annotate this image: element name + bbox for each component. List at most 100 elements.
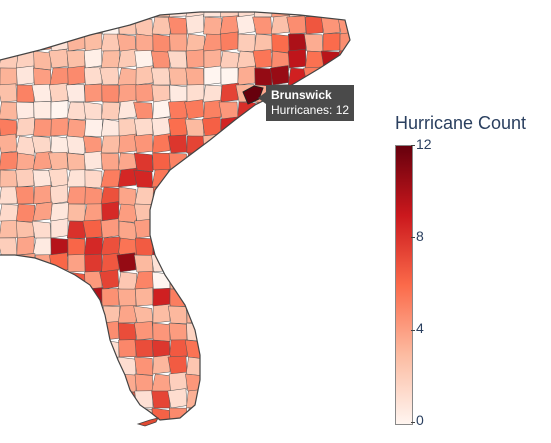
county-region[interactable]	[288, 288, 307, 309]
county-region[interactable]	[50, 356, 69, 377]
county-region[interactable]	[119, 425, 136, 443]
county-region[interactable]	[321, 337, 342, 358]
county-region[interactable]	[0, 371, 18, 392]
county-region[interactable]	[67, 203, 86, 222]
county-region[interactable]	[100, 152, 120, 171]
county-region[interactable]	[31, 288, 52, 308]
county-region[interactable]	[202, 33, 223, 52]
county-region[interactable]	[66, 152, 86, 173]
county-region[interactable]	[357, 0, 374, 17]
county-region[interactable]	[150, 67, 171, 86]
county-region[interactable]	[321, 288, 341, 307]
county-region[interactable]	[67, 356, 86, 376]
county-region[interactable]	[32, 169, 52, 188]
county-region[interactable]	[167, 134, 188, 154]
county-region[interactable]	[83, 203, 104, 222]
county-region[interactable]	[203, 99, 222, 120]
county-region[interactable]	[16, 390, 35, 410]
county-region[interactable]	[100, 356, 120, 376]
county-region[interactable]	[186, 304, 205, 324]
county-region[interactable]	[236, 203, 257, 224]
county-region[interactable]	[83, 101, 103, 122]
county-region[interactable]	[99, 407, 120, 425]
county-region[interactable]	[102, 425, 119, 443]
county-region[interactable]	[151, 407, 171, 427]
county-region[interactable]	[236, 339, 256, 360]
county-region[interactable]	[33, 271, 52, 290]
county-region[interactable]	[50, 425, 68, 442]
county-region[interactable]	[322, 237, 341, 258]
county-region[interactable]	[236, 372, 256, 392]
county-region[interactable]	[287, 373, 307, 393]
county-region[interactable]	[118, 133, 137, 154]
county-region[interactable]	[252, 16, 273, 35]
county-region[interactable]	[0, 356, 18, 376]
county-region[interactable]	[134, 339, 154, 358]
county-region[interactable]	[271, 407, 290, 425]
county-region[interactable]	[16, 425, 34, 442]
county-region[interactable]	[168, 67, 188, 86]
county-region[interactable]	[219, 167, 239, 188]
county-region[interactable]	[83, 354, 104, 375]
county-region[interactable]	[253, 237, 274, 257]
county-region[interactable]	[82, 219, 103, 239]
county-region[interactable]	[339, 425, 358, 443]
county-region[interactable]	[269, 339, 290, 358]
county-region[interactable]	[252, 169, 273, 188]
county-region[interactable]	[339, 287, 358, 307]
county-region[interactable]	[101, 389, 120, 409]
county-region[interactable]	[83, 406, 104, 425]
county-region[interactable]	[185, 168, 205, 188]
county-region[interactable]	[185, 424, 204, 442]
county-region[interactable]	[236, 220, 256, 240]
choropleth-map[interactable]	[0, 0, 390, 443]
county-region[interactable]	[237, 168, 256, 188]
county-region[interactable]	[67, 322, 86, 342]
county-region[interactable]	[270, 133, 291, 154]
county-region[interactable]	[271, 218, 290, 239]
county-region[interactable]	[99, 66, 120, 86]
county-region[interactable]	[101, 252, 120, 273]
county-region[interactable]	[185, 373, 205, 394]
county-region[interactable]	[50, 16, 69, 35]
county-region[interactable]	[306, 425, 323, 442]
county-region[interactable]	[303, 253, 324, 273]
county-region[interactable]	[287, 49, 307, 69]
county-region[interactable]	[252, 254, 273, 275]
county-region[interactable]	[305, 356, 324, 377]
county-region[interactable]	[0, 32, 18, 52]
county-region[interactable]	[185, 67, 205, 86]
county-region[interactable]	[305, 0, 324, 18]
county-region[interactable]	[68, 425, 85, 443]
county-region[interactable]	[339, 135, 357, 155]
county-region[interactable]	[135, 33, 154, 54]
county-region[interactable]	[322, 32, 341, 52]
county-region[interactable]	[100, 135, 121, 154]
county-region[interactable]	[339, 65, 357, 86]
county-region[interactable]	[67, 118, 86, 138]
county-region[interactable]	[16, 407, 35, 425]
county-region[interactable]	[169, 407, 188, 425]
county-region[interactable]	[32, 354, 52, 375]
county-region[interactable]	[322, 118, 341, 138]
county-region[interactable]	[305, 270, 324, 290]
county-region[interactable]	[186, 288, 205, 307]
county-region[interactable]	[15, 203, 36, 223]
county-region[interactable]	[135, 424, 153, 442]
county-region[interactable]	[15, 101, 35, 120]
county-region[interactable]	[303, 218, 324, 239]
county-region[interactable]	[151, 16, 172, 35]
county-region[interactable]	[356, 119, 374, 137]
county-region[interactable]	[48, 339, 69, 359]
county-region[interactable]	[252, 118, 273, 139]
county-region[interactable]	[16, 372, 35, 392]
county-region[interactable]	[100, 16, 120, 37]
county-region[interactable]	[355, 356, 374, 374]
county-region[interactable]	[118, 339, 137, 358]
county-region[interactable]	[48, 168, 69, 188]
county-region[interactable]	[271, 167, 290, 188]
county-region[interactable]	[0, 254, 18, 273]
county-region[interactable]	[269, 254, 290, 274]
county-region[interactable]	[152, 322, 171, 342]
county-region[interactable]	[186, 84, 205, 103]
